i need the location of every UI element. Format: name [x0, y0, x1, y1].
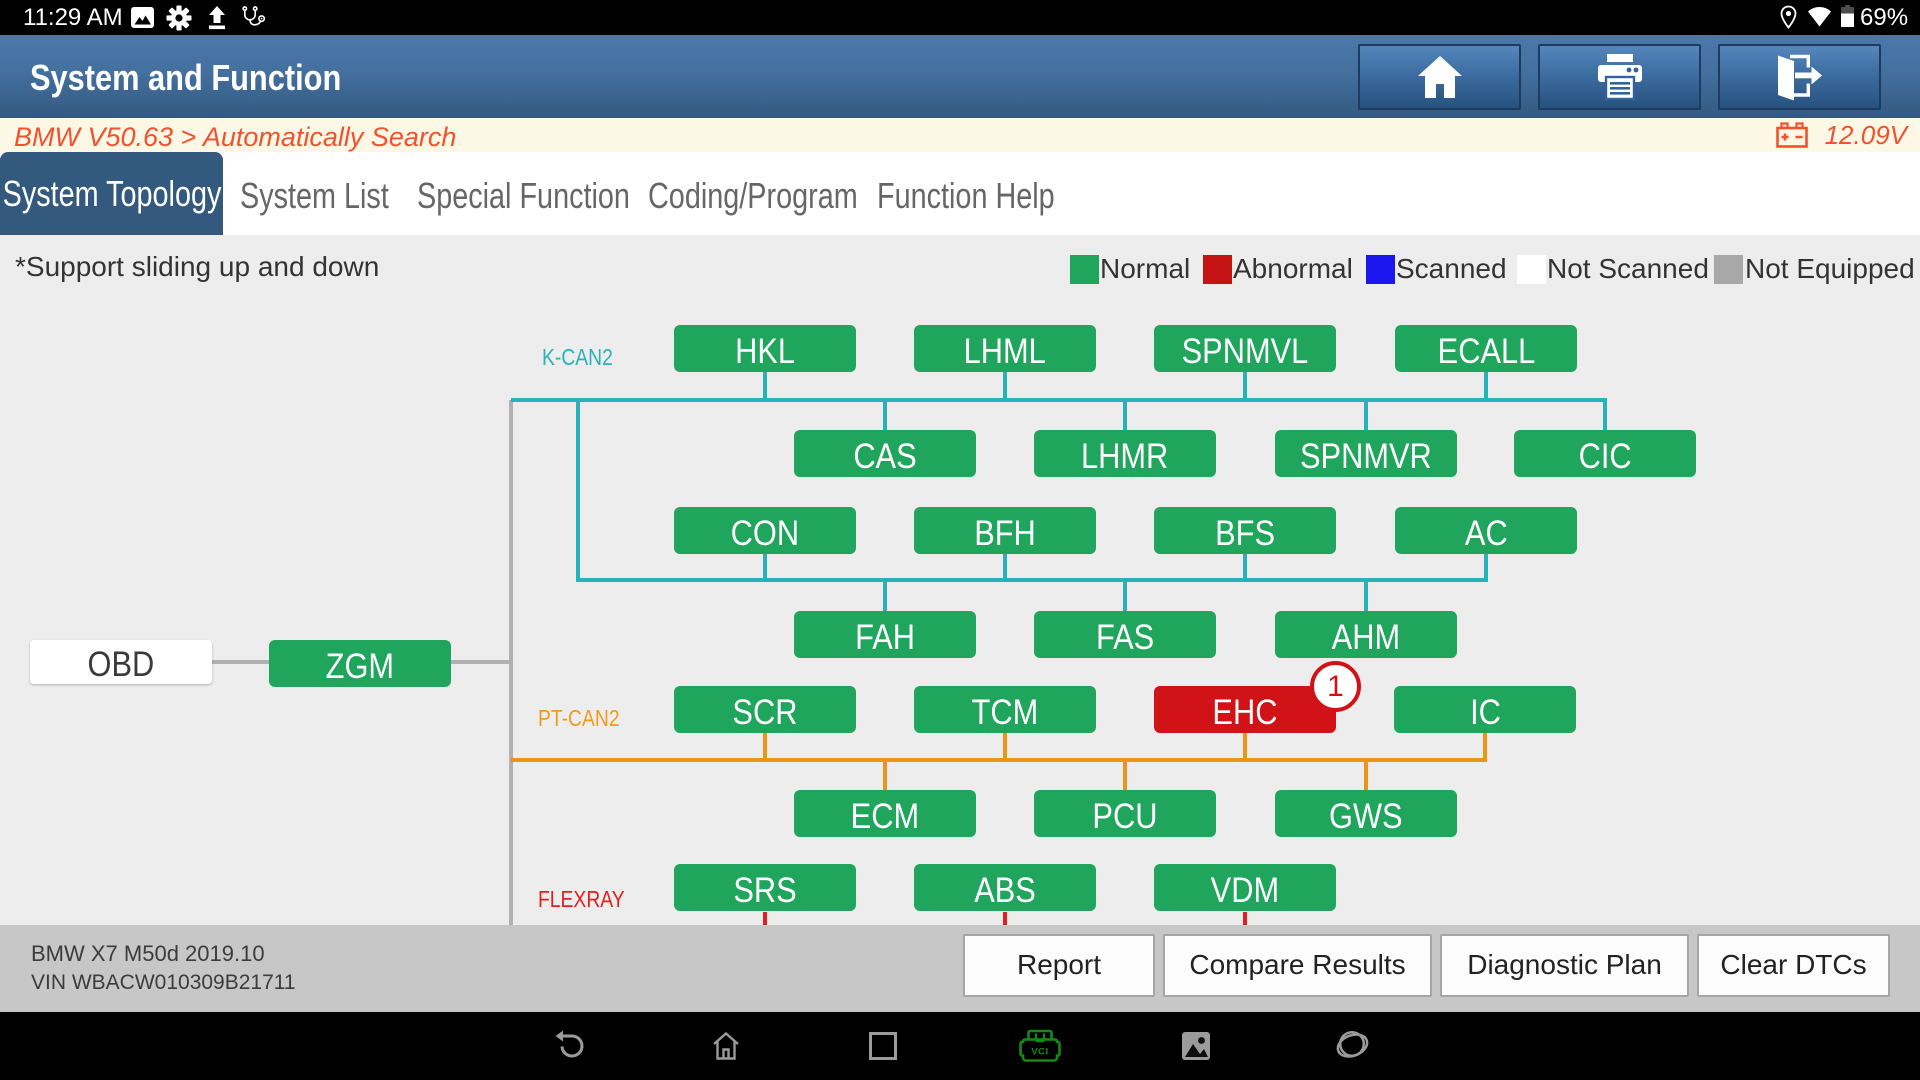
- svg-text:VCI: VCI: [1031, 1047, 1048, 1058]
